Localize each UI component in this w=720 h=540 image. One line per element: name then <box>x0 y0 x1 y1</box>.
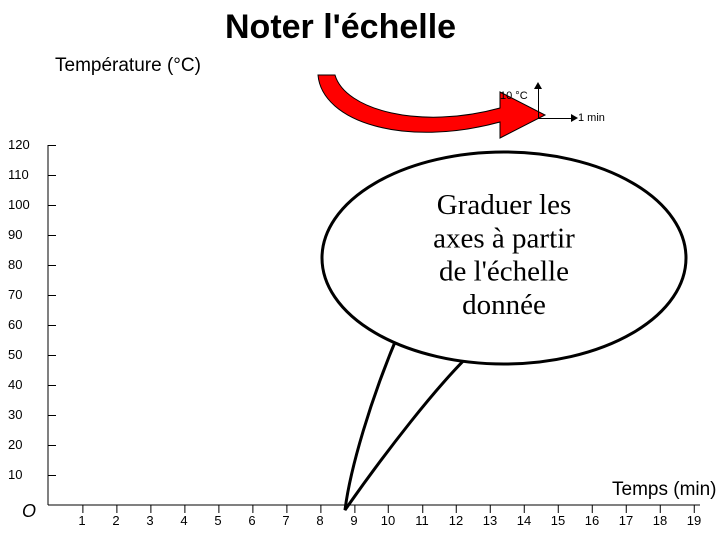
scale-key-y-label: 10 °C <box>500 90 528 102</box>
origin-label: O <box>22 501 36 522</box>
red-arrow-icon <box>318 75 545 138</box>
y-tick: 40 <box>8 377 48 392</box>
scale-key-arrow-up-icon <box>534 82 542 89</box>
x-tick: 2 <box>112 513 119 528</box>
x-tick: 9 <box>350 513 357 528</box>
y-tick: 120 <box>8 137 48 152</box>
x-tick: 17 <box>619 513 633 528</box>
y-tick: 70 <box>8 287 48 302</box>
scale-key-vertical <box>538 88 539 118</box>
y-tick: 50 <box>8 347 48 362</box>
y-tick: 100 <box>8 197 48 212</box>
x-tick: 8 <box>316 513 323 528</box>
x-tick: 11 <box>415 513 429 528</box>
x-tick: 13 <box>483 513 497 528</box>
scale-key-arrow-right-icon <box>571 114 578 122</box>
x-tick: 12 <box>449 513 463 528</box>
x-tick: 6 <box>248 513 255 528</box>
x-tick: 4 <box>180 513 187 528</box>
svg-layer: Graduer lesaxes à partirde l'échelledonn… <box>0 0 720 540</box>
x-tick: 1 <box>78 513 85 528</box>
x-tick: 19 <box>687 513 701 528</box>
y-tick: 10 <box>8 467 48 482</box>
x-tick: 5 <box>214 513 221 528</box>
y-tick: 20 <box>8 437 48 452</box>
scale-key-horizontal <box>538 118 572 119</box>
x-tick: 3 <box>146 513 153 528</box>
x-tick: 16 <box>585 513 599 528</box>
diagram-stage: Noter l'échelle Température (°C) Temps (… <box>0 0 720 540</box>
y-tick: 80 <box>8 257 48 272</box>
scale-key: 10 °C 1 min <box>538 88 612 138</box>
y-tick: 90 <box>8 227 48 242</box>
x-tick: 7 <box>282 513 289 528</box>
y-tick: 30 <box>8 407 48 422</box>
x-tick: 10 <box>381 513 395 528</box>
x-tick: 14 <box>517 513 531 528</box>
y-tick: 60 <box>8 317 48 332</box>
y-tick: 110 <box>8 167 48 182</box>
x-tick: 18 <box>653 513 667 528</box>
x-tick: 15 <box>551 513 565 528</box>
scale-key-x-label: 1 min <box>578 112 605 124</box>
